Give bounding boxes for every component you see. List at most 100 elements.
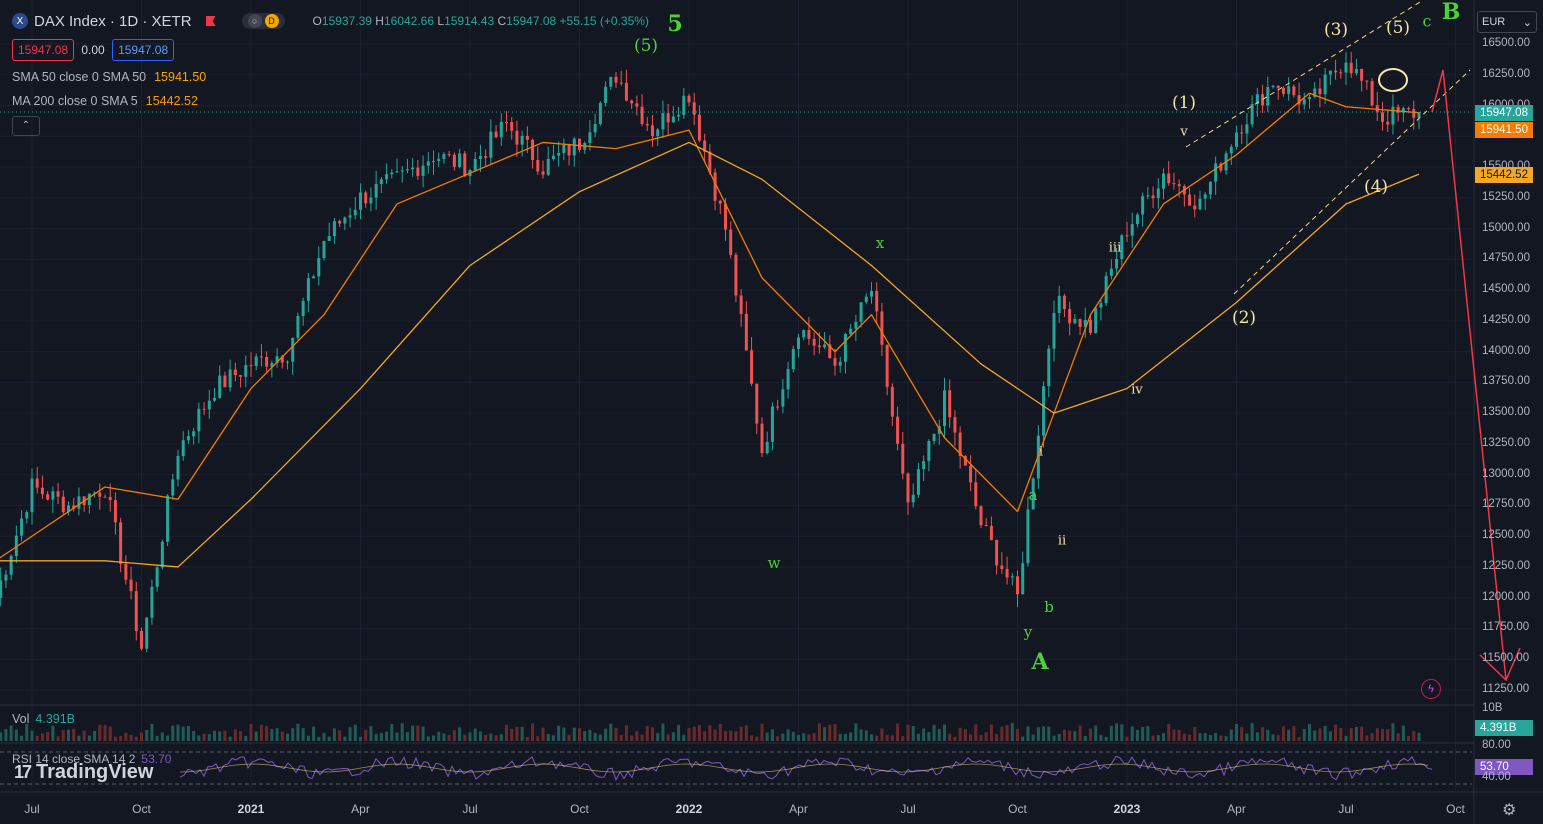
volume-bar: [1271, 734, 1275, 741]
volume-bar: [1047, 726, 1051, 741]
bolt-icon[interactable]: ϟ: [1421, 679, 1441, 699]
volume-bar: [807, 734, 811, 741]
currency-select[interactable]: EUR ⌄: [1477, 11, 1537, 33]
volume-bar: [828, 724, 832, 741]
data-status-pill[interactable]: ○ D: [241, 13, 285, 29]
symbol-icon: X: [12, 13, 28, 29]
candle-body: [531, 139, 535, 160]
gear-icon[interactable]: ⚙: [1502, 802, 1517, 819]
x-tick-label: Oct: [1008, 802, 1027, 816]
candle-body: [572, 138, 576, 156]
candle-body: [202, 408, 206, 410]
candle-body: [452, 154, 456, 167]
sma-legend[interactable]: SMA 50 close 0 SMA 50 15941.50: [12, 70, 207, 84]
volume-bar: [1042, 726, 1046, 741]
volume-bar: [609, 723, 613, 741]
candle-body: [103, 496, 107, 498]
volume-bar: [332, 728, 336, 741]
candle-body: [797, 337, 800, 349]
volume-bar: [911, 725, 915, 741]
volume-bar: [176, 724, 180, 741]
candle-body: [160, 541, 164, 568]
volume-bar: [0, 732, 3, 741]
candle-body: [327, 236, 331, 241]
candle-body: [1146, 195, 1150, 197]
volume-bar: [666, 734, 670, 741]
candle-body: [1323, 74, 1327, 95]
candle-body: [426, 161, 430, 166]
volume-bar: [197, 735, 201, 741]
candle-body: [1016, 576, 1019, 595]
volume-bar: [885, 735, 889, 741]
volume-bar: [395, 732, 399, 741]
volume-bar: [1245, 733, 1249, 741]
candle-body: [40, 487, 44, 495]
sell-button[interactable]: 15947.08: [12, 39, 75, 61]
ohlc-open: 15937.39: [321, 14, 372, 28]
symbol-title[interactable]: DAX Index · 1D · XETR: [34, 12, 192, 30]
volume-bar: [265, 725, 269, 741]
candle-body: [4, 574, 8, 581]
candle-body: [645, 123, 649, 126]
wave-label: w: [767, 554, 781, 572]
volume-bar: [93, 730, 97, 741]
candle-body: [1047, 348, 1051, 387]
candle-body: [280, 356, 284, 363]
volume-bar: [505, 724, 508, 741]
ma-legend[interactable]: MA 200 close 0 SMA 5 15442.52: [12, 94, 198, 108]
candle-body: [781, 389, 785, 407]
volume-bar: [1005, 725, 1009, 741]
x-tick-label: Oct: [570, 802, 589, 816]
candle-body: [760, 423, 764, 454]
tradingview-logo[interactable]: 17 TradingView: [14, 761, 153, 784]
candle-body: [1203, 194, 1207, 199]
volume-bar: [854, 723, 858, 741]
volume-bar: [249, 723, 253, 741]
volume-bar: [651, 727, 654, 741]
volume-bar: [411, 725, 415, 741]
volume-bar: [374, 733, 378, 741]
x-tick-label: Oct: [132, 802, 151, 816]
volume-bar: [30, 730, 34, 741]
volume-bar: [1172, 729, 1176, 741]
candle-body: [1125, 235, 1129, 237]
volume-bar: [317, 736, 321, 741]
volume-legend[interactable]: Vol 4.391B: [12, 712, 76, 726]
volume-bar: [82, 730, 86, 741]
candle-body: [624, 82, 628, 101]
y-tick-label: 11750.00: [1482, 621, 1530, 634]
volume-bar: [213, 730, 216, 741]
volume-bar: [963, 728, 967, 741]
x-tick-label: Apr: [351, 802, 370, 816]
candle-body: [1349, 62, 1353, 74]
volume-bar: [916, 733, 920, 741]
buy-button[interactable]: 15947.08: [112, 39, 175, 61]
candle-body: [1354, 68, 1358, 74]
candle-body: [1135, 214, 1139, 225]
rsi-legend[interactable]: RSI 14 close SMA 14 2 53.70: [12, 752, 172, 766]
sma-50-line: [0, 92, 1420, 559]
candle-body: [140, 630, 143, 649]
volume-bar: [765, 732, 769, 741]
candle-body: [124, 563, 128, 580]
volume-bar: [98, 724, 102, 741]
collapse-legend-button[interactable]: ⌃: [12, 116, 40, 136]
candle-body: [25, 512, 29, 519]
candle-body: [186, 436, 190, 441]
y-tick-label: 13750.00: [1482, 375, 1530, 388]
volume-bar: [1235, 723, 1238, 741]
volume-bar: [1328, 731, 1332, 741]
candle-body: [979, 506, 983, 526]
volume-bar: [984, 732, 988, 741]
target-arrowhead: [1479, 647, 1521, 682]
candle-body: [30, 478, 34, 513]
candle-body: [259, 356, 263, 358]
candle-body: [20, 518, 24, 536]
candle-body: [984, 525, 988, 527]
ohlc-change: +55.15 (+0.35%): [559, 14, 649, 28]
candle-body: [786, 369, 790, 390]
candle-body: [218, 375, 222, 398]
volume-bar: [1162, 733, 1165, 741]
flag-icon[interactable]: [205, 16, 216, 26]
